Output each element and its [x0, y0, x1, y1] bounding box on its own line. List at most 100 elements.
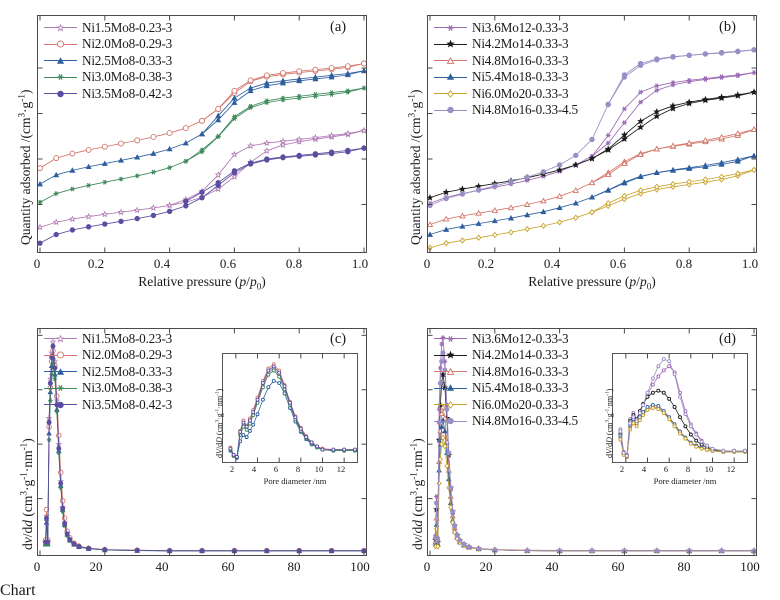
legend-swatch-star-open-icon: [44, 22, 77, 34]
legend-item-d-3[interactable]: Ni5.4Mo18-0.33-3: [434, 380, 578, 397]
panel-d-xtick-4: 80: [677, 559, 691, 574]
legend-swatch-triangle-open-icon: [434, 55, 467, 67]
legend-item-label: Ni1.5Mo8-0.23-3: [82, 19, 173, 35]
legend-item-label: Ni4.8Mo16-0.33-3: [472, 52, 569, 68]
panel-b-xtick-3: 0.6: [609, 256, 627, 271]
panel-d-xtick-0: 0: [423, 559, 431, 574]
legend-item-label: Ni4.2Mo14-0.33-3: [472, 347, 569, 363]
legend-item-label: Ni3.0Mo8-0.38-3: [82, 380, 173, 396]
legend-item-a-3[interactable]: Ni3.0Mo8-0.38-3: [44, 69, 173, 86]
panel-a-y-axis-text: Quantity adsorbed /(cm3·g-1): [16, 89, 33, 245]
legend-item-b-0[interactable]: Ni3.6Mo12-0.33-3: [434, 20, 578, 36]
panel-d-inset-y-axis-label: dV/dD (cm3·g-1·nm-1): [604, 389, 614, 458]
panel-d-inset-plot-area: [612, 353, 748, 463]
legend-item-label: Ni3.6Mo12-0.33-3: [472, 330, 569, 346]
panel-d-legend: Ni3.6Mo12-0.33-3 Ni4.2Mo14-0.33-3 Ni4.8Mo1…: [434, 331, 578, 429]
panel-c-xtick-0: 0: [33, 559, 41, 574]
panel-d-inset-xtick-5: 12: [726, 464, 736, 474]
panel-d-curves: [428, 329, 756, 555]
legend-item-a-0[interactable]: Ni1.5Mo8-0.23-3: [44, 20, 172, 36]
legend-swatch-triangle-open-icon: [434, 366, 467, 378]
panel-d-xtick-3: 60: [611, 559, 625, 574]
legend-item-a-2[interactable]: Ni2.5Mo8-0.33-3: [44, 53, 172, 69]
panel-c-inset-y-axis-text: dV/dD (cm3·g-1·nm-1): [214, 388, 224, 458]
panel-a-label: (a): [330, 19, 347, 35]
legend-swatch-circle-open-icon: [44, 38, 77, 50]
legend-swatch-triangle-filled-icon: [44, 366, 77, 378]
legend-swatch-asterisk-icon: [434, 333, 467, 345]
panel-c-inset-plot-area: [222, 353, 358, 463]
figure-root: (a) Quantity adsorbed /(cm3·g-1) 0 0.2 0…: [16, 15, 760, 574]
panel-c-inset-xtick-3: 8: [295, 464, 301, 474]
legend-item-label: Ni6.0Mo20-0.33-3: [472, 85, 569, 101]
legend-item-b-4[interactable]: Ni6.0Mo20-0.33-3: [434, 86, 578, 102]
panel-c-inset-x-axis-label: Pore diameter /nm: [263, 476, 327, 486]
legend-item-label: Ni4.8Mo16-0.33-4.5: [472, 102, 578, 118]
panel-b-y-axis-label: Quantity adsorbed /(cm3·g-1): [406, 90, 424, 245]
panel-b-xtick-1: 0.2: [477, 256, 495, 271]
panel-c-curves: [38, 329, 366, 555]
legend-item-label: Ni2.5Mo8-0.33-3: [82, 363, 173, 379]
panel-d-inset-xtick-0: 2: [619, 464, 625, 474]
panel-a-xtick-2: 0.4: [153, 256, 171, 271]
panel-a-x-axis-label: Relative pressure (p/p0): [138, 274, 266, 292]
panel-b-xtick-5: 1.0: [741, 256, 759, 271]
panel-a-legend: Ni1.5Mo8-0.23-3 Ni2.0Mo8-0.29-3 Ni2.5Mo8-0…: [44, 20, 172, 102]
panel-c-inset-xtick-0: 2: [229, 464, 235, 474]
panel-d-inset-xtick-3: 8: [685, 464, 691, 474]
legend-swatch-star-open-icon: [44, 333, 77, 345]
panel-a-xtick-0: 0: [33, 256, 41, 271]
legend-swatch-asterisk-icon: [44, 71, 77, 83]
legend-item-d-5[interactable]: Ni4.8Mo16-0.33-4.5: [434, 413, 578, 430]
legend-item-label: Ni3.0Mo8-0.38-3: [82, 69, 173, 85]
legend-item-d-4[interactable]: Ni6.0Mo20-0.33-3: [434, 397, 578, 413]
panel-c-xtick-1: 20: [89, 559, 103, 574]
legend-item-c-0[interactable]: Ni1.5Mo8-0.23-3: [44, 331, 172, 347]
legend-swatch-star-filled-icon: [434, 349, 467, 361]
panel-c-inset-xtick-1: 4: [251, 464, 257, 474]
panel-d-label: (d): [719, 331, 736, 347]
panel-d-inset-y-axis-text: dV/dD (cm3·g-1·nm-1): [604, 388, 614, 458]
legend-item-label: Ni3.5Mo8-0.42-3: [82, 85, 173, 101]
panel-d-inset-x-axis-label: Pore diameter /nm: [653, 476, 717, 486]
legend-item-b-1[interactable]: Ni4.2Mo14-0.33-3: [434, 36, 578, 53]
panel-d-xtick-5: 100: [740, 559, 760, 574]
panel-a-xtick-5: 1.0: [351, 256, 369, 271]
panel-a-xtick-1: 0.2: [87, 256, 105, 271]
panel-d-xtick-2: 40: [545, 559, 559, 574]
legend-swatch-diamond-open-icon: [434, 88, 467, 100]
legend-item-b-3[interactable]: Ni5.4Mo18-0.33-3: [434, 69, 578, 86]
panel-b-label: (b): [719, 19, 736, 35]
panel-c-inset-y-axis-label: dV/dD (cm3·g-1·nm-1): [214, 389, 224, 458]
panel-a-xtick-3: 0.6: [219, 256, 237, 271]
panel-c-xtick-3: 60: [221, 559, 235, 574]
legend-item-c-2[interactable]: Ni2.5Mo8-0.33-3: [44, 364, 172, 380]
legend-item-label: Ni5.4Mo18-0.33-3: [472, 69, 569, 85]
legend-item-c-3[interactable]: Ni3.0Mo8-0.38-3: [44, 380, 173, 397]
panel-c-inset-xtick-5: 12: [336, 464, 346, 474]
legend-item-d-0[interactable]: Ni3.6Mo12-0.33-3: [434, 331, 578, 347]
legend-item-b-2[interactable]: Ni4.8Mo16-0.33-3: [434, 53, 578, 69]
legend-swatch-asterisk-icon: [434, 22, 467, 34]
panel-b-curves: [428, 16, 756, 252]
panel-d-inset-xtick-4: 10: [704, 464, 714, 474]
panel-d-y-axis-label: dv/dd (cm3·g-1·nm-1): [408, 438, 426, 550]
panel-c-inset-xtick-4: 10: [314, 464, 324, 474]
legend-item-label: Ni4.2Mo14-0.33-3: [472, 36, 569, 52]
legend-item-d-2[interactable]: Ni4.8Mo16-0.33-3: [434, 364, 578, 380]
panel-b-legend: Ni3.6Mo12-0.33-3 Ni4.2Mo14-0.33-3 Ni4.8Mo1…: [434, 20, 578, 118]
legend-item-c-4[interactable]: Ni3.5Mo8-0.42-3: [44, 397, 172, 413]
panel-b-y-axis-text: Quantity adsorbed /(cm3·g-1): [406, 89, 423, 245]
legend-item-b-5[interactable]: Ni4.8Mo16-0.33-4.5: [434, 102, 578, 119]
panel-b-xtick-2: 0.4: [543, 256, 561, 271]
panel-c-legend: Ni1.5Mo8-0.23-3 Ni2.0Mo8-0.29-3 Ni2.5Mo8-0…: [44, 331, 172, 413]
legend-swatch-circle-filled-icon: [44, 399, 77, 411]
panel-a-plot-area: [37, 15, 367, 253]
legend-item-a-1[interactable]: Ni2.0Mo8-0.29-3: [44, 36, 172, 53]
legend-item-c-1[interactable]: Ni2.0Mo8-0.29-3: [44, 347, 172, 364]
panel-c-inset-curves: [228, 354, 357, 462]
legend-item-a-4[interactable]: Ni3.5Mo8-0.42-3: [44, 86, 172, 102]
legend-item-label: Ni5.4Mo18-0.33-3: [472, 380, 569, 396]
legend-item-d-1[interactable]: Ni4.2Mo14-0.33-3: [434, 347, 578, 364]
panel-d-inset-xtick-1: 4: [641, 464, 647, 474]
